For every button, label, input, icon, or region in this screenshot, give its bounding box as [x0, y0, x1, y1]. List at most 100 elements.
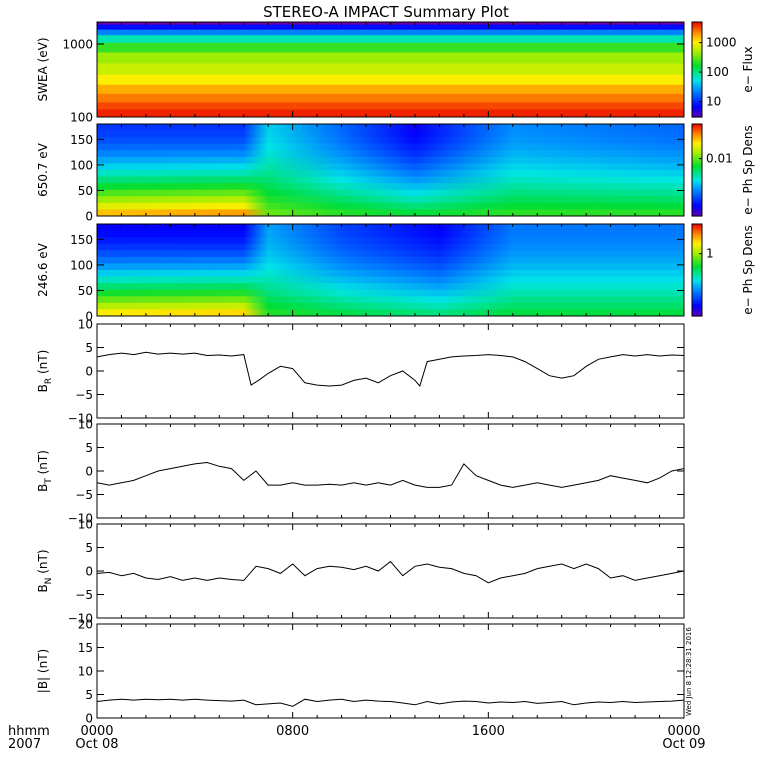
heatmap-cell [513, 190, 685, 197]
heatmap-cell [268, 137, 342, 144]
heatmap-cell [268, 270, 342, 277]
heatmap-cell [439, 290, 513, 297]
y-tick-label: 0 [85, 565, 93, 579]
bmag-series-line [97, 699, 684, 706]
heatmap-cell [268, 157, 342, 164]
colorbar-label: e− Ph Sp Dens [741, 125, 755, 214]
heatmap-cell [342, 137, 416, 144]
heatmap-cell [513, 277, 685, 284]
y-tick-label: 10 [78, 418, 93, 432]
heatmap-cell [244, 250, 269, 257]
swea-panel: 1000 100 10 e− Flux 1000 100 SWEA (eV) [36, 22, 755, 125]
heatmap-cell [97, 183, 244, 190]
bn-panel: 1050−5−10BN (nT) [36, 518, 684, 626]
heatmap-cell [244, 170, 269, 177]
heatmap-cell [513, 137, 685, 144]
heatmap-cell [513, 144, 685, 151]
y-tick-label: 50 [78, 284, 93, 298]
heatmap-cell [97, 94, 684, 103]
y-tick-label: 10 [78, 518, 93, 532]
y-tick-label: −5 [75, 588, 93, 602]
heatmap-cell [342, 163, 416, 170]
heatmap-cell [97, 263, 244, 270]
pad_246-panel: 1 e− Ph Sp Dens 150 100 50 0 246.6 eV [36, 224, 755, 324]
heatmap-cell [513, 124, 685, 131]
heatmap-cell [268, 277, 342, 284]
heatmap-cell [513, 237, 685, 244]
heatmap-cell [439, 263, 513, 270]
heatmap-cell [97, 196, 244, 203]
heatmap-cell [244, 231, 269, 238]
heatmap-cell [415, 144, 513, 151]
heatmap-cell [415, 170, 513, 177]
heatmap-cell [97, 296, 244, 303]
heatmap-cell [342, 196, 416, 203]
heatmap-cell [97, 85, 684, 95]
heatmap-cell [244, 163, 269, 170]
y-tick-label: 5 [85, 688, 93, 702]
colorbar-label: e− Flux [741, 46, 755, 92]
heatmap-cell [513, 131, 685, 138]
y-tick-label: 150 [70, 133, 93, 147]
heatmap-cell [513, 296, 685, 303]
pad_650-colorbar: 0.01 e− Ph Sp Dens [692, 124, 755, 217]
pad_246-colorbar: 1 e− Ph Sp Dens [692, 224, 755, 317]
panel-frame [97, 624, 684, 718]
heatmap-cell [415, 177, 513, 184]
y-tick-label: 100 [70, 111, 93, 125]
heatmap-cell [244, 183, 269, 190]
pad_650-panel: 0.01 e− Ph Sp Dens150100500650.7 eV [36, 124, 755, 224]
heatmap-cell [97, 177, 244, 184]
heatmap-cell [513, 231, 685, 238]
heatmap-cell [513, 250, 685, 257]
heatmap-cell [342, 244, 440, 251]
heatmap-cell [513, 263, 685, 270]
heatmap-cell [268, 303, 342, 310]
y-tick-label: −5 [75, 488, 93, 502]
heatmap-cell [415, 183, 513, 190]
heatmap-cell [244, 224, 269, 231]
colorbar-tick-label: 0.01 [706, 152, 733, 166]
heatmap-cell [268, 190, 342, 197]
y-tick-label: 0 [85, 465, 93, 479]
summary-plot: STEREO-A IMPACT Summary Plot 100010010e−… [0, 0, 780, 780]
heatmap-cell [97, 250, 244, 257]
heatmap-cell [439, 283, 513, 290]
heatmap-cell [342, 237, 440, 244]
y-tick-label: 5 [85, 341, 93, 355]
heatmap-cell [342, 231, 440, 238]
heatmap-cell [513, 177, 685, 184]
colorbar-tick-label: 1 [706, 247, 714, 261]
colorbar-tick-label: 1000 [706, 36, 737, 50]
heatmap-cell [513, 224, 685, 231]
y-tick-label: 50 [78, 184, 93, 198]
pad_650-y-label: 650.7 eV [36, 142, 50, 197]
heatmap-cell [415, 150, 513, 157]
heatmap-cell [244, 277, 269, 284]
heatmap-cell [513, 163, 685, 170]
colorbar-tick-label: 100 [706, 65, 729, 79]
heatmap-cell [244, 190, 269, 197]
heatmap-cell [268, 250, 342, 257]
heatmap-cell [97, 137, 244, 144]
heatmap-cell [415, 190, 513, 197]
heatmap-cell [97, 203, 244, 210]
heatmap-cell [97, 237, 244, 244]
heatmap-cell [268, 144, 342, 151]
br-panel: 1050−5−10BR (nT) [36, 318, 684, 426]
heatmap-cell [97, 102, 684, 110]
heatmap-cell [439, 224, 513, 231]
y-tick-label: 0 [85, 210, 93, 224]
heatmap-cell [342, 296, 440, 303]
heatmap-cell [513, 170, 685, 177]
swea-y-label: SWEA (eV) [36, 37, 50, 101]
heatmap-cell [513, 290, 685, 297]
heatmap-cell [439, 270, 513, 277]
heatmap-cell [97, 303, 244, 310]
heatmap-cell [97, 283, 244, 290]
y-tick-label: 5 [85, 441, 93, 455]
y-tick-label: −5 [75, 388, 93, 402]
heatmap-cell [268, 244, 342, 251]
heatmap-cell [513, 303, 685, 310]
x-tick-date: Oct 08 [75, 737, 118, 752]
